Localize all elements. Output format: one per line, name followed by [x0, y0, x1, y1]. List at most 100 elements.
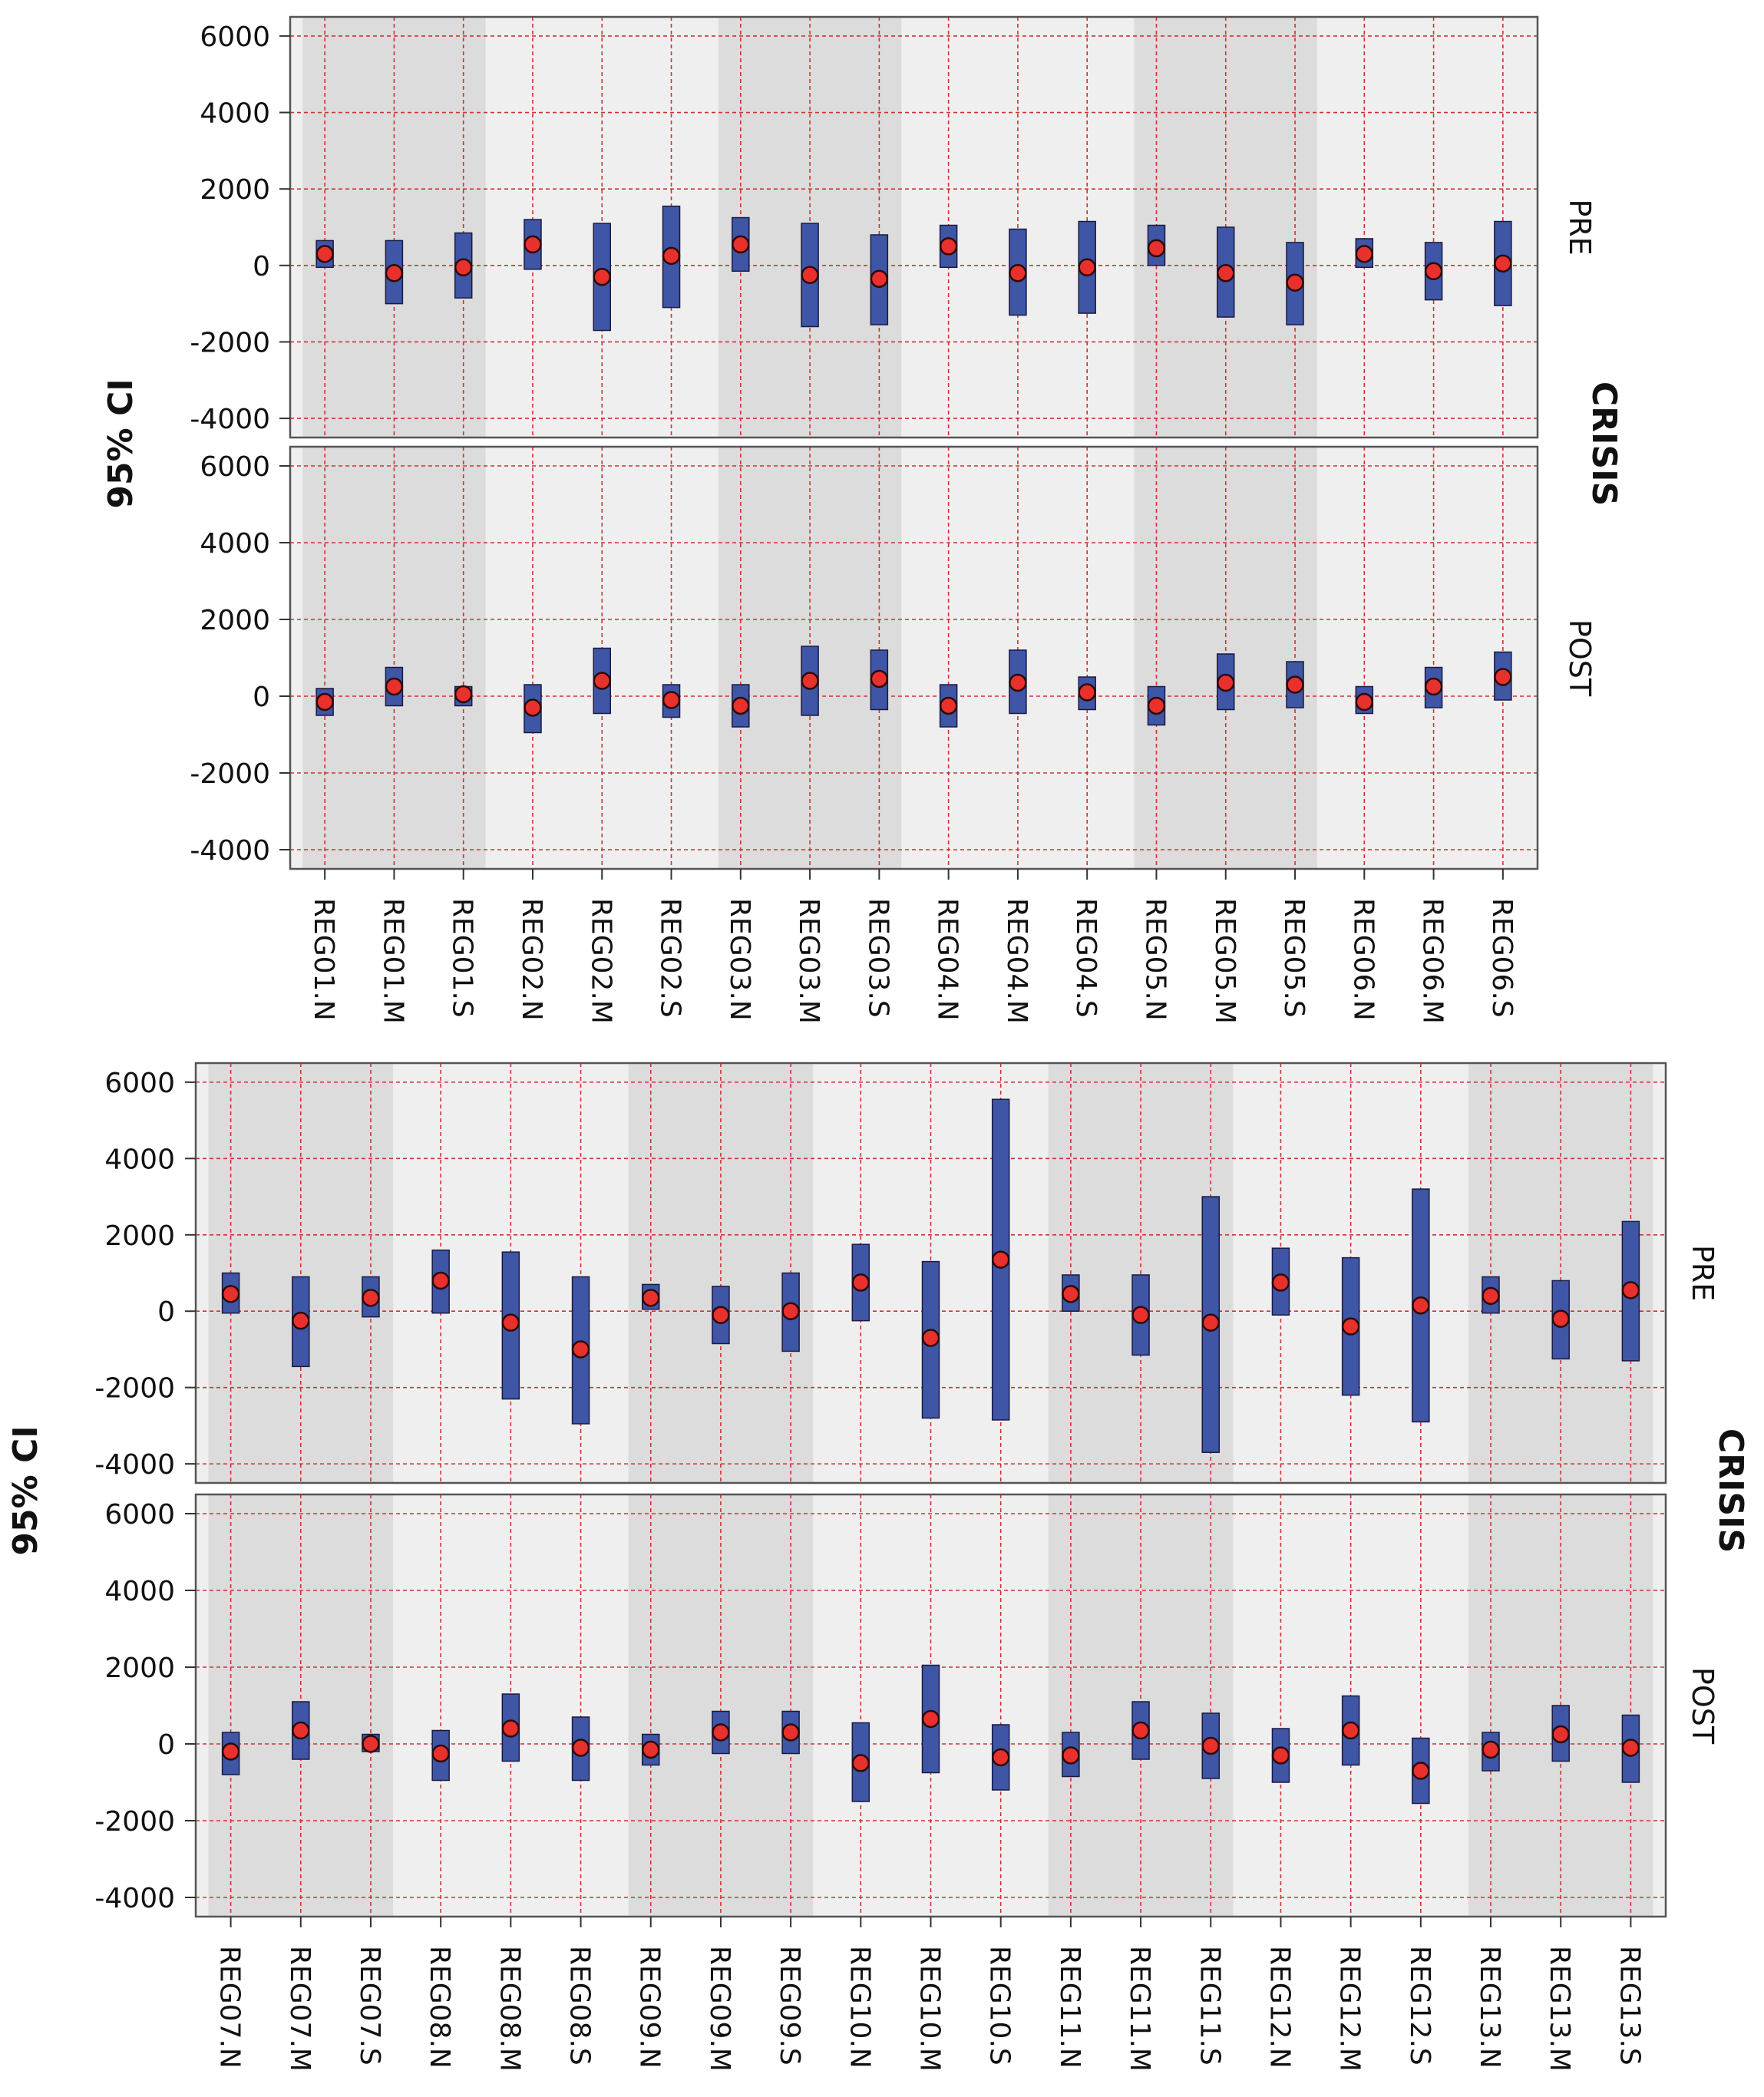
mean-point — [573, 1341, 589, 1357]
mean-point — [732, 698, 748, 714]
mean-point — [923, 1330, 939, 1346]
mean-point — [663, 692, 679, 708]
y-tick-label: -2000 — [94, 1806, 175, 1838]
x-tick-label: REG07.M — [284, 1946, 315, 2072]
y-tick-label: 6000 — [200, 451, 270, 483]
mean-point — [712, 1307, 728, 1323]
mean-point — [433, 1745, 449, 1762]
x-tick-label: REG04.M — [1001, 898, 1032, 1024]
panel-label: PRE — [1563, 199, 1597, 255]
mean-point — [503, 1721, 519, 1737]
x-tick-label: REG05.M — [1209, 898, 1240, 1024]
mean-point — [292, 1313, 309, 1329]
mean-point — [1133, 1307, 1149, 1323]
mean-point — [317, 694, 333, 710]
x-tick-label: REG11.M — [1124, 1946, 1155, 2072]
y-tick-label: 4000 — [104, 1144, 175, 1175]
mean-point — [871, 271, 887, 287]
y-tick-label: 2000 — [104, 1653, 175, 1684]
mean-point — [1079, 259, 1095, 276]
mean-point — [524, 700, 540, 716]
mean-point — [1495, 256, 1511, 272]
mean-point — [923, 1711, 939, 1727]
mean-point — [1287, 275, 1303, 291]
mean-point — [223, 1744, 239, 1760]
x-tick-label: REG03.S — [862, 898, 894, 1018]
mean-point — [1495, 669, 1511, 685]
mean-point — [1273, 1748, 1289, 1764]
mean-point — [1343, 1319, 1359, 1335]
mean-point — [783, 1725, 799, 1741]
mean-point — [1148, 240, 1164, 256]
y-tick-label: 6000 — [104, 1499, 175, 1531]
chart-top: -4000 -2000 0 2000 4000 6000 PRE -4000 -2000 0 200… — [101, 17, 1624, 1024]
mean-point — [1062, 1286, 1079, 1302]
y-tick-label: -4000 — [190, 404, 270, 435]
panel-post: -4000 -2000 0 2000 4000 6000 POST — [94, 1494, 1719, 1917]
mean-point — [1217, 675, 1234, 691]
mean-point — [1203, 1738, 1219, 1754]
mean-point — [1553, 1311, 1569, 1327]
x-tick-label: REG06.N — [1347, 898, 1379, 1021]
mean-point — [1483, 1288, 1499, 1304]
y-tick-label: -2000 — [190, 327, 270, 358]
mean-point — [940, 238, 956, 254]
y-tick-label: -2000 — [190, 758, 270, 790]
x-tick-label: REG10.M — [914, 1946, 946, 2072]
y-tick-label: 2000 — [200, 605, 270, 636]
mean-point — [362, 1736, 378, 1752]
x-tick-label: REG10.N — [844, 1946, 875, 2069]
panel-label: POST — [1563, 619, 1597, 697]
x-tick-label: REG09.N — [634, 1946, 666, 2069]
mean-point — [643, 1290, 659, 1306]
mean-point — [1412, 1763, 1429, 1779]
y-tick-label: 4000 — [200, 528, 270, 560]
panel-pre: -4000 -2000 0 2000 4000 6000 PRE — [190, 17, 1597, 438]
y-tick-label: 0 — [157, 1729, 175, 1761]
mean-point — [663, 248, 679, 264]
x-tick-label: REG11.S — [1194, 1946, 1225, 2066]
mean-point — [1425, 263, 1442, 279]
x-tick-label: REG06.M — [1417, 898, 1449, 1024]
mean-point — [1343, 1722, 1359, 1739]
mean-point — [594, 269, 610, 285]
x-tick-label: REG01.S — [447, 898, 478, 1018]
x-tick-label: REG01.N — [308, 898, 339, 1021]
mean-point — [940, 698, 956, 714]
panel-pre: -4000 -2000 0 2000 4000 6000 PRE — [94, 1063, 1719, 1483]
x-tick-label: REG02.S — [655, 898, 686, 1018]
figure: -4000-20000200040006000PRE-4000-20000200… — [0, 0, 1764, 2097]
x-tick-label: REG03.M — [793, 898, 824, 1024]
x-tick-label: REG08.S — [564, 1946, 596, 2066]
mean-point — [594, 673, 610, 689]
mean-point — [573, 1740, 589, 1756]
x-tick-label: REG12.M — [1334, 1946, 1366, 2072]
x-tick-label: REG05.N — [1139, 898, 1171, 1021]
mean-point — [1062, 1748, 1079, 1764]
mean-point — [1623, 1282, 1639, 1298]
mean-point — [783, 1303, 799, 1319]
y-tick-label: -2000 — [94, 1373, 175, 1405]
y-tick-label: 6000 — [104, 1068, 175, 1099]
mean-point — [503, 1315, 519, 1331]
y-axis-title: 95% CI — [6, 1425, 45, 1555]
mean-point — [1009, 675, 1026, 691]
x-tick-label: REG13.M — [1544, 1946, 1575, 2072]
mean-point — [1133, 1722, 1149, 1739]
x-tick-label: REG12.N — [1264, 1946, 1295, 2069]
mean-point — [643, 1742, 659, 1758]
mean-point — [317, 246, 333, 262]
y-tick-label: 6000 — [200, 21, 270, 53]
mean-point — [1287, 677, 1303, 693]
y-tick-label: 0 — [253, 682, 270, 713]
mean-point — [1273, 1274, 1289, 1290]
y-tick-label: 4000 — [104, 1576, 175, 1607]
panel-post: -4000 -2000 0 2000 4000 6000 POST — [190, 447, 1597, 869]
y-tick-label: 2000 — [104, 1220, 175, 1252]
panel-label: PRE — [1686, 1245, 1719, 1301]
x-tick-label: REG07.S — [354, 1946, 385, 2066]
mean-point — [1425, 679, 1442, 695]
mean-point — [853, 1755, 869, 1772]
mean-point — [993, 1252, 1009, 1268]
x-tick-label: REG07.N — [214, 1946, 246, 2069]
